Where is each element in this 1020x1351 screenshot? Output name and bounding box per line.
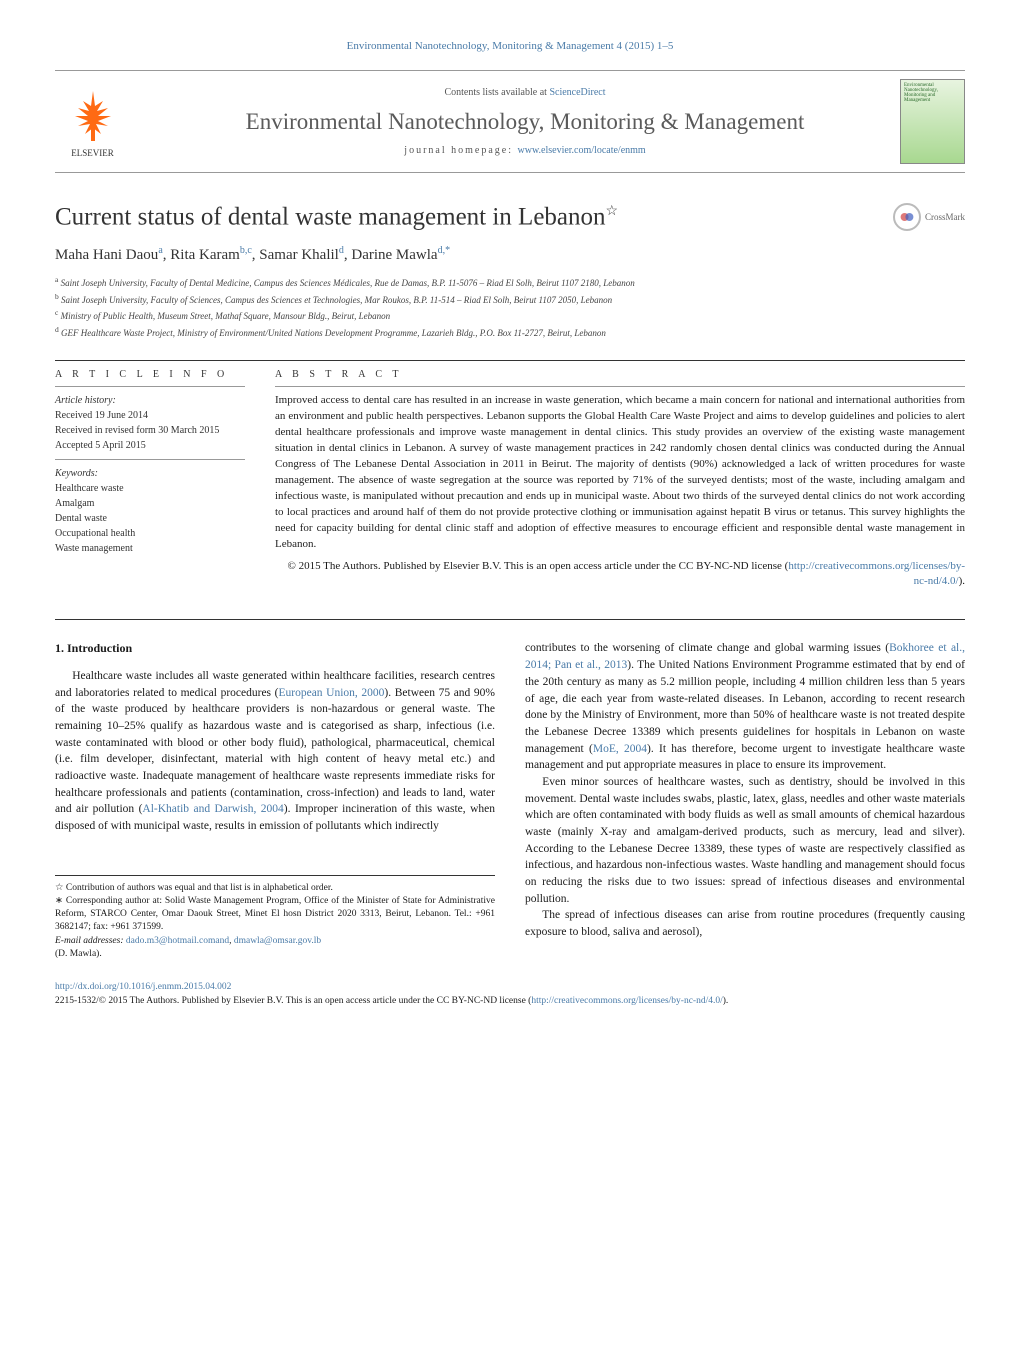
email-label: E-mail addresses: (55, 936, 126, 946)
authors-list: Maha Hani Daoua, Rita Karamb,c, Samar Kh… (55, 245, 965, 264)
email-link[interactable]: dmawla@omsar.gov.lb (234, 936, 321, 946)
body-columns: 1. Introduction Healthcare waste include… (55, 640, 965, 961)
homepage-link[interactable]: www.elsevier.com/locate/enmm (518, 145, 646, 156)
section-heading: 1. Introduction (55, 640, 495, 657)
journal-cover-thumbnail[interactable]: Environmental Nanotechnology, Monitoring… (900, 79, 965, 164)
license-close: ). (723, 996, 729, 1006)
citation-link[interactable]: European Union, 2000 (278, 687, 384, 699)
title-text: Current status of dental waste managemen… (55, 203, 606, 230)
homepage-prefix: journal homepage: (404, 145, 517, 156)
issn-text: 2215-1532/© 2015 The Authors. Published … (55, 996, 531, 1006)
info-abstract-row: a r t i c l e i n f o Article history: R… (55, 369, 965, 589)
article-history: Article history: Received 19 June 2014Re… (55, 393, 245, 453)
homepage-line: journal homepage: www.elsevier.com/locat… (150, 145, 900, 156)
citation-link[interactable]: Al-Khatib and Darwish, 2004 (142, 803, 283, 815)
history-item: Received in revised form 30 March 2015 (55, 423, 245, 438)
contents-available: Contents lists available at ScienceDirec… (150, 87, 900, 98)
citation-link[interactable]: MoE, 2004 (593, 743, 647, 755)
body-paragraph: contributes to the worsening of climate … (525, 640, 965, 773)
thin-divider (275, 386, 965, 387)
header-center: Contents lists available at ScienceDirec… (150, 87, 900, 157)
body-paragraph: Healthcare waste includes all waste gene… (55, 668, 495, 835)
page-footer: http://dx.doi.org/10.1016/j.enmm.2015.04… (55, 981, 965, 1008)
footnotes: ☆ Contribution of authors was equal and … (55, 875, 495, 962)
keyword-item: Waste management (55, 541, 245, 556)
email-line: E-mail addresses: dado.m3@hotmail.comand… (55, 935, 495, 948)
issn-copyright: 2215-1532/© 2015 The Authors. Published … (55, 995, 965, 1008)
affiliation-line: a Saint Joseph University, Faculty of De… (55, 274, 965, 291)
crossmark-badge[interactable]: CrossMark (893, 203, 965, 231)
keywords-label: Keywords: (55, 466, 245, 481)
title-row: Current status of dental waste managemen… (55, 203, 965, 231)
body-column-right: contributes to the worsening of climate … (525, 640, 965, 961)
keyword-item: Amalgam (55, 496, 245, 511)
divider (55, 619, 965, 620)
article-info-heading: a r t i c l e i n f o (55, 369, 245, 380)
crossmark-label: CrossMark (925, 212, 965, 222)
history-label: Article history: (55, 393, 245, 408)
elsevier-tree-icon (63, 86, 123, 146)
keyword-item: Healthcare waste (55, 481, 245, 496)
crossmark-icon (893, 203, 921, 231)
abstract-column: a b s t r a c t Improved access to denta… (275, 369, 965, 589)
keyword-item: Dental waste (55, 511, 245, 526)
body-column-left: 1. Introduction Healthcare waste include… (55, 640, 495, 961)
copyright-text: © 2015 The Authors. Published by Elsevie… (287, 560, 788, 572)
publisher-logo[interactable]: ELSEVIER (55, 79, 130, 164)
body-paragraph: The spread of infectious diseases can ar… (525, 907, 965, 940)
journal-name: Environmental Nanotechnology, Monitoring… (150, 108, 900, 136)
divider (55, 360, 965, 361)
thin-divider (55, 459, 245, 460)
sciencedirect-link[interactable]: ScienceDirect (549, 87, 605, 98)
page-container: Environmental Nanotechnology, Monitoring… (0, 0, 1020, 1038)
contents-prefix: Contents lists available at (444, 87, 549, 98)
license-link[interactable]: http://creativecommons.org/licenses/by-n… (531, 996, 722, 1006)
corresponding-author: ∗ Corresponding author at: Solid Waste M… (55, 895, 495, 935)
section-title: Introduction (67, 641, 132, 655)
license-link[interactable]: http://creativecommons.org/licenses/by-n… (788, 560, 965, 587)
history-item: Received 19 June 2014 (55, 408, 245, 423)
abstract-text: Improved access to dental care has resul… (275, 393, 965, 552)
article-info-column: a r t i c l e i n f o Article history: R… (55, 369, 245, 589)
thin-divider (55, 386, 245, 387)
affiliations: a Saint Joseph University, Faculty of De… (55, 274, 965, 340)
affiliation-line: c Ministry of Public Health, Museum Stre… (55, 307, 965, 324)
affiliation-line: b Saint Joseph University, Faculty of Sc… (55, 291, 965, 308)
affiliation-line: d GEF Healthcare Waste Project, Ministry… (55, 324, 965, 341)
abstract-heading: a b s t r a c t (275, 369, 965, 380)
email-attribution: (D. Mawla). (55, 948, 495, 961)
contribution-note: ☆ Contribution of authors was equal and … (55, 882, 495, 895)
email-link[interactable]: dado.m3@hotmail.comand (126, 936, 229, 946)
article-title: Current status of dental waste managemen… (55, 203, 873, 231)
journal-header: ELSEVIER Contents lists available at Sci… (55, 70, 965, 173)
history-item: Accepted 5 April 2015 (55, 438, 245, 453)
doi-link[interactable]: http://dx.doi.org/10.1016/j.enmm.2015.04… (55, 982, 231, 992)
keywords-section: Keywords: Healthcare wasteAmalgamDental … (55, 466, 245, 556)
section-number: 1. (55, 641, 64, 655)
keyword-item: Occupational health (55, 526, 245, 541)
body-paragraph: Even minor sources of healthcare wastes,… (525, 774, 965, 907)
title-footnote-mark: ☆ (606, 204, 619, 219)
license-close: ). (959, 575, 965, 587)
journal-reference: Environmental Nanotechnology, Monitoring… (55, 40, 965, 52)
publisher-name: ELSEVIER (71, 148, 114, 158)
abstract-copyright: © 2015 The Authors. Published by Elsevie… (275, 559, 965, 590)
